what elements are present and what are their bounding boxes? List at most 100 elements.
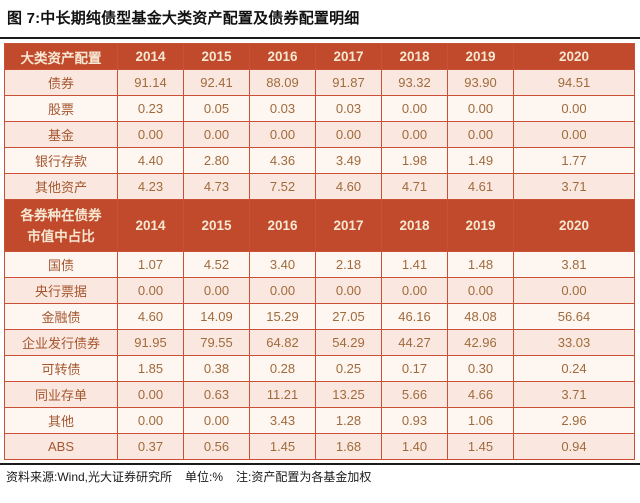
table-cell: 0.00: [381, 277, 448, 304]
data-source-text: 资料来源:Wind,光大证券研究所: [6, 470, 173, 484]
table-cell: 94.51: [513, 69, 635, 96]
row-label: 银行存款: [4, 147, 118, 174]
row-label: 企业发行债券: [4, 329, 118, 356]
table-cell: 91.87: [315, 69, 382, 96]
source-note: 资料来源:Wind,光大证券研究所 单位:% 注:资产配置为各基金加权: [0, 465, 640, 485]
table-cell: 0.00: [183, 407, 250, 434]
table-cell: 0.00: [315, 277, 382, 304]
row-label: 债券: [4, 69, 118, 96]
table-cell: 0.00: [513, 95, 635, 122]
table-cell: 0.38: [183, 355, 250, 382]
section2-header-row: 各券种在债券 市值中占比 2014 2015 2016 2017 2018 201…: [4, 199, 635, 252]
table-cell: 3.49: [315, 147, 382, 174]
table-cell: 0.00: [183, 121, 250, 148]
section1-header-row: 大类资产配置 2014 2015 2016 2017 2018 2019 202…: [4, 43, 635, 70]
table-cell: 1.07: [117, 251, 184, 278]
row-label: 其他: [4, 407, 118, 434]
table-cell: 0.00: [117, 121, 184, 148]
table-cell: 27.05: [315, 303, 382, 330]
title-divider-rule: [0, 37, 640, 39]
row-label: 金融债: [4, 303, 118, 330]
table-cell: 3.71: [513, 173, 635, 200]
table-cell: 0.17: [381, 355, 448, 382]
year-header: 2019: [447, 199, 514, 252]
table-row: 金融债 4.60 14.09 15.29 27.05 46.16 48.08 5…: [4, 303, 635, 330]
table-cell: 0.93: [381, 407, 448, 434]
table-cell: 0.24: [513, 355, 635, 382]
table-cell: 11.21: [249, 381, 316, 408]
row-label: 央行票据: [4, 277, 118, 304]
row-label: ABS: [4, 433, 118, 460]
table-cell: 4.23: [117, 173, 184, 200]
table-cell: 4.60: [117, 303, 184, 330]
year-header: 2017: [315, 199, 382, 252]
row-label: 其他资产: [4, 173, 118, 200]
table-cell: 4.36: [249, 147, 316, 174]
table-cell: 42.96: [447, 329, 514, 356]
table-cell: 4.61: [447, 173, 514, 200]
table-cell: 1.06: [447, 407, 514, 434]
table-cell: 7.52: [249, 173, 316, 200]
table-row: 央行票据 0.00 0.00 0.00 0.00 0.00 0.00 0.00: [4, 277, 635, 304]
year-header: 2014: [117, 43, 184, 70]
table-cell: 0.00: [183, 277, 250, 304]
table-cell: 0.03: [315, 95, 382, 122]
year-header: 2016: [249, 199, 316, 252]
table-row: 可转债 1.85 0.38 0.28 0.25 0.17 0.30 0.24: [4, 355, 635, 382]
year-header: 2017: [315, 43, 382, 70]
table-cell: 4.71: [381, 173, 448, 200]
footer-divider-rule: [0, 463, 640, 465]
table-cell: 5.66: [381, 381, 448, 408]
table-cell: 0.94: [513, 433, 635, 460]
table-cell: 0.23: [117, 95, 184, 122]
table-cell: 91.95: [117, 329, 184, 356]
table-cell: 33.03: [513, 329, 635, 356]
table-cell: 91.14: [117, 69, 184, 96]
table-cell: 0.00: [513, 277, 635, 304]
table-row: 股票 0.23 0.05 0.03 0.03 0.00 0.00 0.00: [4, 95, 635, 122]
year-header: 2018: [381, 43, 448, 70]
row-label: 股票: [4, 95, 118, 122]
table-cell: 0.37: [117, 433, 184, 460]
table-cell: 0.00: [447, 95, 514, 122]
table-cell: 2.80: [183, 147, 250, 174]
section1-title: 大类资产配置: [4, 43, 118, 70]
year-header: 2016: [249, 43, 316, 70]
table-cell: 0.25: [315, 355, 382, 382]
table-cell: 0.00: [117, 277, 184, 304]
table-row: ABS 0.37 0.56 1.45 1.68 1.40 1.45 0.94: [4, 433, 635, 460]
table-cell: 0.00: [315, 121, 382, 148]
table-cell: 0.00: [513, 121, 635, 148]
table-cell: 0.28: [249, 355, 316, 382]
table-cell: 1.40: [381, 433, 448, 460]
table-cell: 0.00: [381, 95, 448, 122]
table-cell: 54.29: [315, 329, 382, 356]
note-text: 注:资产配置为各基金加权: [236, 470, 372, 484]
year-header: 2015: [183, 43, 250, 70]
table-container: 大类资产配置 2014 2015 2016 2017 2018 2019 202…: [0, 39, 640, 460]
table-row: 国债 1.07 4.52 3.40 2.18 1.41 1.48 3.81: [4, 251, 635, 278]
table-cell: 0.00: [249, 121, 316, 148]
unit-text: 单位:%: [185, 470, 224, 484]
figure-title: 图 7:中长期纯债型基金大类资产配置及债券配置明细: [7, 10, 360, 27]
table-cell: 13.25: [315, 381, 382, 408]
table-row: 其他 0.00 0.00 3.43 1.28 0.93 1.06 2.96: [4, 407, 635, 434]
year-header: 2019: [447, 43, 514, 70]
table-cell: 14.09: [183, 303, 250, 330]
table-row: 债券 91.14 92.41 88.09 91.87 93.32 93.90 9…: [4, 69, 635, 96]
table-cell: 3.40: [249, 251, 316, 278]
table-row: 企业发行债券 91.95 79.55 64.82 54.29 44.27 42.…: [4, 329, 635, 356]
table-cell: 4.73: [183, 173, 250, 200]
table-cell: 2.18: [315, 251, 382, 278]
table-cell: 1.45: [249, 433, 316, 460]
table-cell: 1.48: [447, 251, 514, 278]
table-cell: 0.00: [117, 407, 184, 434]
table-cell: 1.68: [315, 433, 382, 460]
table-row: 同业存单 0.00 0.63 11.21 13.25 5.66 4.66 3.7…: [4, 381, 635, 408]
table-cell: 48.08: [447, 303, 514, 330]
row-label: 基金: [4, 121, 118, 148]
table-cell: 1.98: [381, 147, 448, 174]
year-header: 2014: [117, 199, 184, 252]
row-label: 同业存单: [4, 381, 118, 408]
row-label: 可转债: [4, 355, 118, 382]
